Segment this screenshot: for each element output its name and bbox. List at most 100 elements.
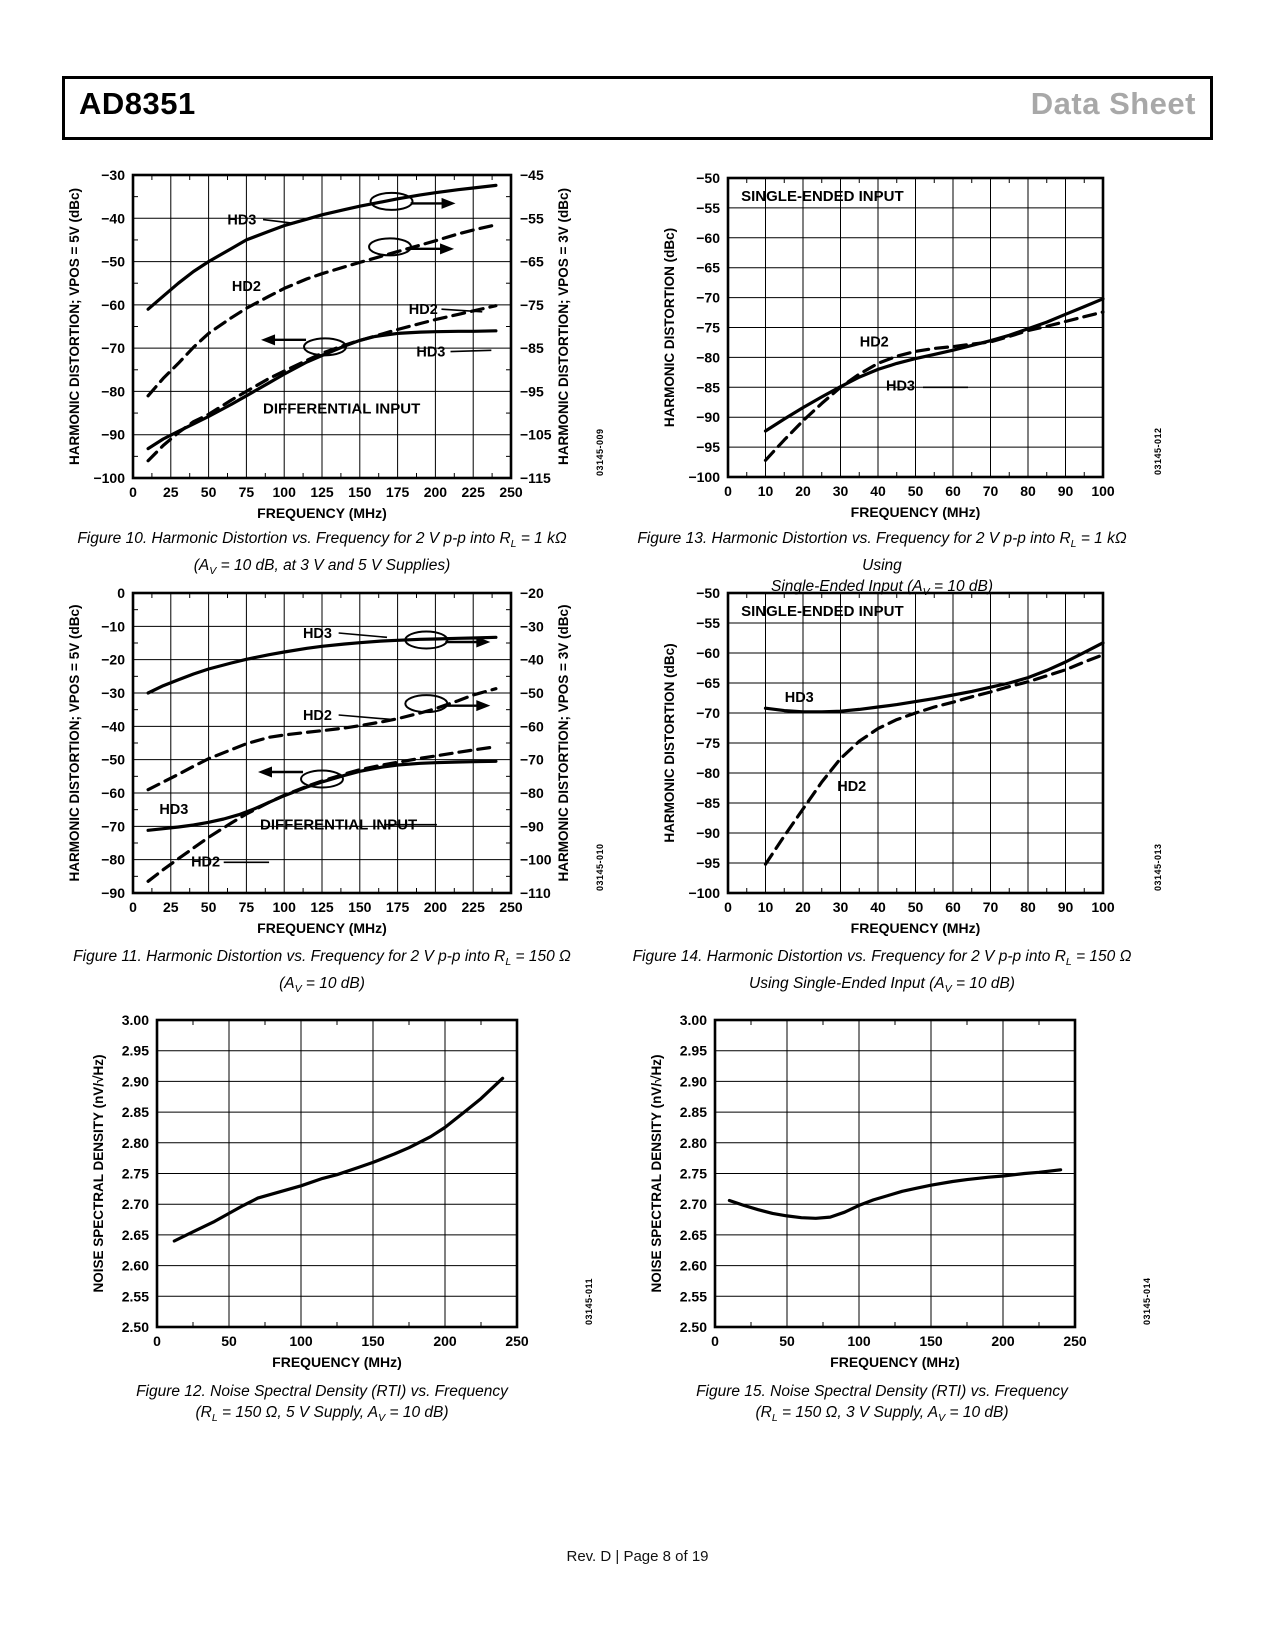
svg-text:200: 200	[424, 484, 448, 500]
svg-text:−60: −60	[696, 645, 720, 661]
axis-labels: 0 10 20 30 40 50 60 70 80 90 100 −100 −95 −90 −85 −80 −7…	[688, 170, 1114, 499]
grid	[728, 593, 1103, 893]
plot-border	[726, 176, 1105, 479]
svg-text:250: 250	[499, 899, 523, 915]
svg-text:2.85: 2.85	[122, 1104, 149, 1120]
axis-labels: 0 10 20 30 40 50 60 70 80 90 100 −100 −95 −90 −85 −80 −7…	[688, 585, 1114, 915]
svg-text:175: 175	[386, 484, 410, 500]
svg-text:−100: −100	[93, 470, 125, 486]
figure-10-plot: 0 25 50 75 100 125 150 175 200 225 250 −100 −90 −80 −7…	[67, 167, 605, 521]
axis-pointer-right	[368, 237, 455, 257]
y-axis-title: HARMONIC DISTORTION (dBc)	[662, 643, 677, 842]
svg-text:20: 20	[795, 483, 811, 499]
svg-text:−40: −40	[101, 210, 125, 226]
x-axis-title: FREQUENCY (MHz)	[257, 505, 387, 521]
svg-text:50: 50	[908, 483, 924, 499]
svg-text:50: 50	[201, 899, 217, 915]
svg-text:225: 225	[462, 899, 486, 915]
svg-text:40: 40	[870, 483, 886, 499]
svg-text:−65: −65	[696, 675, 720, 691]
svg-text:2.50: 2.50	[680, 1319, 707, 1335]
svg-text:250: 250	[505, 1333, 529, 1349]
axis-pointer-right	[404, 694, 491, 714]
figure-15-caption: Figure 15. Noise Spectral Density (RTI) …	[696, 1383, 1068, 1425]
x-axis-title: FREQUENCY (MHz)	[830, 1354, 960, 1370]
svg-text:10: 10	[758, 483, 774, 499]
svg-text:70: 70	[983, 899, 999, 915]
figure-14-plot: 0 10 20 30 40 50 60 70 80 90 100 −100 −95 −90 −85 −80 −7…	[662, 585, 1163, 936]
svg-text:2.90: 2.90	[680, 1073, 707, 1089]
axis-pointer-right	[404, 630, 491, 650]
svg-text:−95: −95	[696, 439, 720, 455]
axis-labels: 0 25 50 75 100 125 150 175 200 225 250 −100 −90 −80 −7…	[93, 167, 551, 500]
series-hd3-vpos-3-v-	[146, 183, 498, 311]
figure-15-plot: 0 50 100 150 200 250 2.50 2.55 2.60 2.65 2.70 2.75 2…	[649, 1012, 1152, 1370]
axis-labels: 0 50 100 150 200 250 2.50 2.55 2.60 2.65 2.70 2.75 2…	[680, 1012, 1087, 1349]
figure-code: 03145-011	[584, 1278, 594, 1325]
svg-text:−80: −80	[520, 785, 544, 801]
figure-12-plot: 0 50 100 150 200 250 2.50 2.55 2.60 2.65 2.70 2.75 2…	[91, 1012, 594, 1370]
figure-11-caption: Figure 11. Harmonic Distortion vs. Frequ…	[73, 948, 571, 996]
svg-text:80: 80	[1020, 899, 1036, 915]
svg-text:HD3: HD3	[159, 802, 188, 818]
svg-text:−90: −90	[101, 885, 125, 901]
svg-text:70: 70	[983, 483, 999, 499]
svg-text:2.80: 2.80	[122, 1135, 149, 1151]
svg-text:−70: −70	[101, 818, 125, 834]
svg-text:−70: −70	[520, 752, 544, 768]
figure-11-plot: 0 25 50 75 100 125 150 175 200 225 250 −90 −80 −70 −60…	[67, 585, 605, 936]
svg-text:125: 125	[310, 484, 334, 500]
svg-text:2.70: 2.70	[680, 1196, 707, 1212]
svg-text:2.80: 2.80	[680, 1135, 707, 1151]
x-axis-title: FREQUENCY (MHz)	[851, 920, 981, 936]
svg-text:HD2: HD2	[191, 855, 220, 871]
svg-text:200: 200	[424, 899, 448, 915]
part-number-title: AD8351	[79, 86, 196, 121]
svg-text:75: 75	[239, 899, 255, 915]
plot-border	[131, 173, 513, 480]
svg-text:90: 90	[1058, 899, 1074, 915]
series-hd2-vpos-3-v-	[146, 687, 498, 792]
svg-text:HD3: HD3	[785, 690, 814, 706]
svg-text:−40: −40	[101, 718, 125, 734]
figure-code: 03145-013	[1153, 843, 1163, 891]
svg-text:100: 100	[273, 484, 297, 500]
svg-text:−70: −70	[696, 290, 720, 306]
svg-text:90: 90	[1058, 483, 1074, 499]
svg-text:−60: −60	[101, 785, 125, 801]
svg-text:175: 175	[386, 899, 410, 915]
svg-text:−55: −55	[520, 210, 544, 226]
svg-text:HD2: HD2	[232, 279, 261, 295]
svg-text:HD3: HD3	[886, 379, 915, 395]
svg-text:125: 125	[310, 899, 334, 915]
svg-text:−85: −85	[696, 379, 720, 395]
svg-text:−105: −105	[520, 427, 552, 443]
svg-text:−80: −80	[696, 765, 720, 781]
svg-text:−90: −90	[696, 409, 720, 425]
figure-13-caption: Figure 13. Harmonic Distortion vs. Frequ…	[637, 530, 1127, 599]
figure-10: 0 25 50 75 100 125 150 175 200 225 250 −100 −90 −80 −7…	[62, 150, 618, 530]
svg-text:2.55: 2.55	[680, 1288, 707, 1304]
svg-text:40: 40	[870, 899, 886, 915]
svg-text:−50: −50	[520, 685, 544, 701]
svg-text:60: 60	[945, 483, 961, 499]
svg-text:−80: −80	[696, 349, 720, 365]
curve-labels: HD3 HD2 HD3 HD2	[159, 626, 391, 871]
x-axis-title: FREQUENCY (MHz)	[851, 504, 981, 520]
series-hd3	[763, 297, 1105, 433]
svg-text:HD2: HD2	[409, 302, 438, 318]
x-axis-title: FREQUENCY (MHz)	[272, 1354, 402, 1370]
svg-text:150: 150	[348, 484, 372, 500]
figure-code: 03145-014	[1142, 1277, 1152, 1325]
svg-text:−65: −65	[696, 260, 720, 276]
svg-text:−20: −20	[101, 652, 125, 668]
svg-text:−95: −95	[520, 383, 544, 399]
svg-text:−60: −60	[101, 297, 125, 313]
series-noise-spectral-density-5-v	[172, 1076, 505, 1243]
svg-text:−30: −30	[101, 685, 125, 701]
svg-text:250: 250	[1063, 1333, 1087, 1349]
svg-text:0: 0	[153, 1333, 161, 1349]
svg-text:2.50: 2.50	[122, 1319, 149, 1335]
svg-text:100: 100	[1091, 483, 1115, 499]
